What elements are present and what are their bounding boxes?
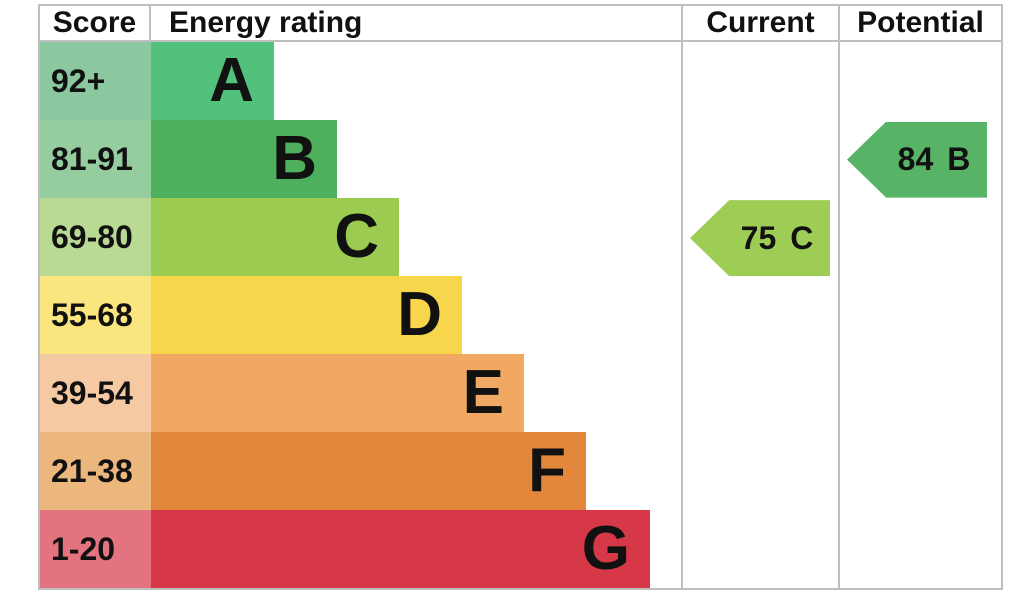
epc-chart: Score Energy rating Current Potential 92… — [38, 4, 1003, 590]
current-rating-letter: C — [790, 219, 814, 256]
potential-score-value: 84 — [897, 141, 934, 178]
rating-bar-b: B — [151, 120, 337, 198]
score-range-a: 92+ — [40, 42, 151, 120]
current-column-divider — [681, 42, 683, 588]
rating-bar-a: A — [151, 42, 274, 120]
rating-bar-e: E — [151, 354, 524, 432]
energy-rating-column-header: Energy rating — [169, 6, 363, 39]
rating-row-a: 92+ A — [40, 42, 1001, 120]
rating-rows: 92+ A 81-91 B 69-80 C 55-68 D 39-54 E 21-38 F 1-20 G — [40, 42, 1001, 588]
rating-bar-c: C — [151, 198, 399, 276]
rating-row-f: 21-38 F — [40, 432, 1001, 510]
rating-row-c: 69-80 C — [40, 198, 1001, 276]
score-range-c: 69-80 — [40, 198, 151, 276]
rating-bar-f: F — [151, 432, 586, 510]
rating-row-d: 55-68 D — [40, 276, 1001, 354]
current-column-header: Current — [681, 6, 838, 40]
score-range-f: 21-38 — [40, 432, 151, 510]
potential-column-divider — [838, 42, 840, 588]
header-row: Score Energy rating Current Potential — [40, 6, 1001, 42]
potential-rating-letter: B — [947, 141, 971, 178]
score-range-d: 55-68 — [40, 276, 151, 354]
rating-row-b: 81-91 B — [40, 120, 1001, 198]
score-range-g: 1-20 — [40, 510, 151, 588]
current-score-value: 75 — [740, 219, 777, 256]
potential-column-header: Potential — [838, 6, 1001, 40]
rating-row-g: 1-20 G — [40, 510, 1001, 588]
rating-row-e: 39-54 E — [40, 354, 1001, 432]
score-column-header: Score — [40, 6, 151, 40]
score-range-b: 81-91 — [40, 120, 151, 198]
chart-body: 92+ A 81-91 B 69-80 C 55-68 D 39-54 E 21-38 F 1-20 G … — [40, 42, 1001, 588]
score-range-e: 39-54 — [40, 354, 151, 432]
rating-bar-d: D — [151, 276, 462, 354]
rating-bar-g: G — [151, 510, 650, 588]
